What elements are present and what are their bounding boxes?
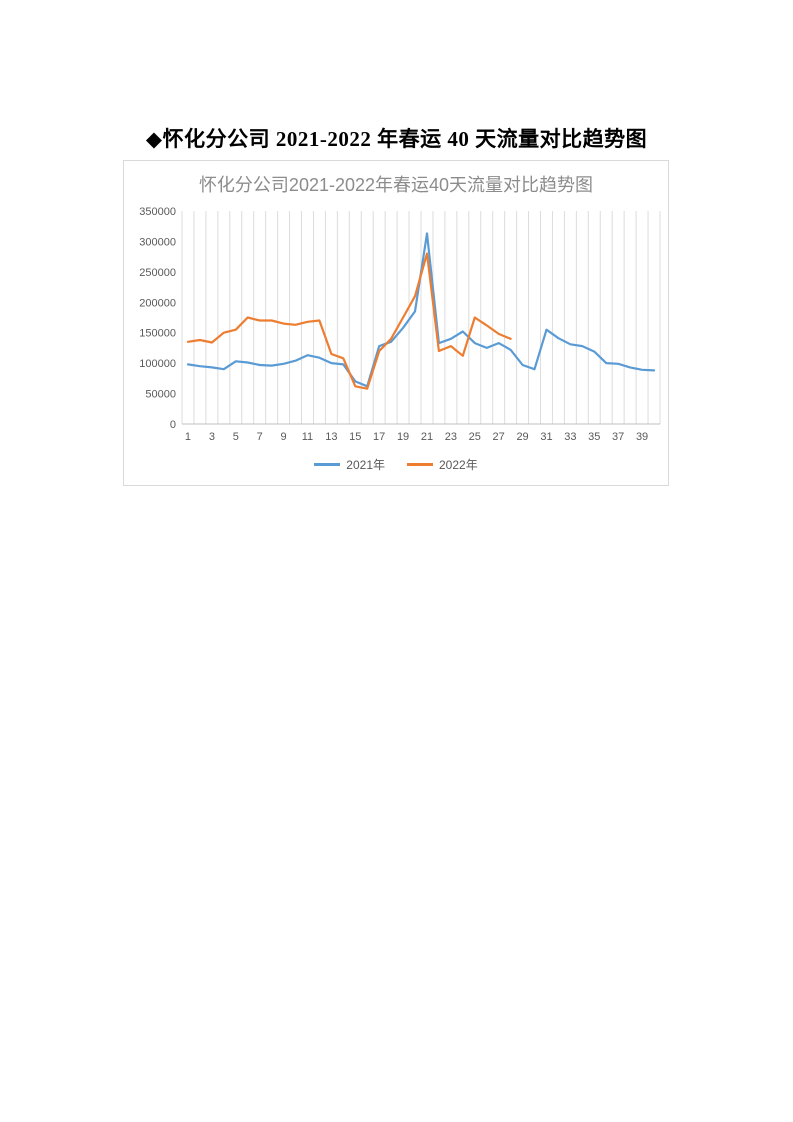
- x-axis-tick-label: 1: [185, 431, 191, 443]
- y-axis-tick-label: 100000: [139, 358, 176, 370]
- x-axis-tick-label: 3: [209, 431, 215, 443]
- y-axis-tick-label: 150000: [139, 328, 176, 340]
- y-axis-tick-label: 250000: [139, 267, 176, 279]
- legend-line-swatch: [314, 463, 341, 466]
- legend-line-swatch: [407, 463, 433, 466]
- x-axis-tick-label: 19: [397, 431, 409, 443]
- x-axis-tick-label: 7: [257, 431, 263, 443]
- chart-container[interactable]: 怀化分公司2021-2022年春运40天流量对比趋势图 0 50000 100000…: [123, 160, 669, 486]
- x-axis-tick-label: 13: [325, 431, 337, 443]
- x-axis-tick-label: 15: [349, 431, 361, 443]
- x-axis-tick-label: 21: [421, 431, 433, 443]
- x-axis-tick-label: 25: [469, 431, 481, 443]
- x-axis-tick-label: 5: [233, 431, 239, 443]
- y-axis-tick-label: 50000: [145, 389, 176, 401]
- x-axis-tick-label: 37: [612, 431, 624, 443]
- y-axis-tick-label: 300000: [139, 236, 176, 248]
- legend-label: 2021年: [346, 458, 385, 472]
- legend-label: 2022年: [439, 458, 478, 472]
- x-axis-tick-label: 23: [445, 431, 457, 443]
- y-axis-tick-label: 0: [170, 419, 176, 431]
- legend-item-2022年: 2022年: [407, 456, 478, 473]
- x-axis-tick-label: 11: [302, 431, 313, 443]
- x-axis-tick-label: 39: [636, 431, 648, 443]
- x-axis-tick-label: 33: [564, 431, 576, 443]
- line-chart-plot: 0 50000 100000 150000 200000 250000 300000 3500…: [139, 206, 661, 443]
- x-axis-tick-label: 35: [588, 431, 600, 443]
- chart-legend: 2021年 2022年: [124, 456, 668, 473]
- y-axis-tick-label: 350000: [139, 206, 176, 218]
- series-line-2022年: [186, 252, 512, 390]
- chart-title: 怀化分公司2021-2022年春运40天流量对比趋势图: [198, 175, 594, 195]
- legend-item-2021年: 2021年: [314, 456, 385, 473]
- x-axis-tick-label: 29: [516, 431, 528, 443]
- x-axis-tick-label: 9: [281, 431, 287, 443]
- document-heading: ◆怀化分公司 2021-2022 年春运 40 天流量对比趋势图: [145, 127, 648, 151]
- x-axis-tick-label: 31: [540, 431, 552, 443]
- y-axis-tick-label: 200000: [139, 297, 176, 309]
- x-axis-tick-label: 17: [373, 431, 385, 443]
- x-axis-tick-label: 27: [493, 431, 505, 443]
